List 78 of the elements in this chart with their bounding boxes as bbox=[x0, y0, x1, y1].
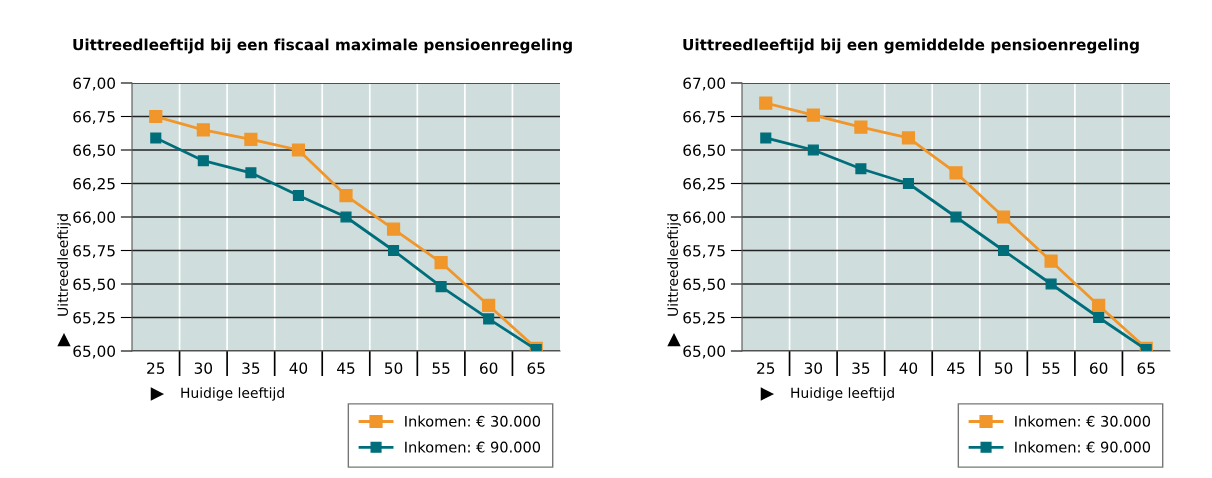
point bbox=[339, 188, 353, 203]
point bbox=[1045, 278, 1057, 290]
point bbox=[1092, 298, 1106, 313]
y-tick-label: 65,25 bbox=[73, 311, 115, 326]
x-tick-label: 40 bbox=[289, 362, 308, 374]
y-axis-title: Uittreedleeftijd bbox=[667, 214, 681, 316]
point bbox=[483, 313, 495, 325]
point bbox=[902, 177, 915, 190]
point bbox=[854, 120, 868, 134]
point bbox=[950, 211, 962, 223]
chart-title: Uittreedleeftijd bij een fiscaal maximale pensioenregeling bbox=[73, 38, 572, 54]
y-axis-title: Uittreedleeftijd bbox=[57, 214, 71, 316]
point bbox=[807, 144, 819, 156]
point bbox=[291, 143, 306, 157]
point bbox=[1044, 254, 1058, 268]
y-tick-label: 66,75 bbox=[73, 110, 115, 125]
x-tick-label: 25 bbox=[757, 362, 775, 374]
x-tick-label: 30 bbox=[194, 362, 213, 374]
x-tick-label: 50 bbox=[995, 362, 1013, 374]
y-tick-label: 67,00 bbox=[683, 77, 726, 91]
point bbox=[855, 163, 867, 175]
y-tick-label: 66,50 bbox=[683, 144, 726, 158]
y-tick-label: 66,25 bbox=[683, 177, 725, 192]
point bbox=[806, 108, 820, 122]
x-tick-label: 60 bbox=[1090, 362, 1108, 374]
chart-title: Uittreedleeftijd bij een gemiddelde pensioenregeling bbox=[683, 38, 1139, 54]
point bbox=[387, 244, 400, 257]
x-tick-label: 40 bbox=[899, 362, 918, 374]
x-tick-label: 45 bbox=[947, 362, 965, 374]
x-tick-label: 65 bbox=[1137, 362, 1155, 374]
point bbox=[434, 255, 448, 270]
y-tick-label: 66,00 bbox=[683, 211, 726, 225]
x-axis-title: Huidige leeftijd bbox=[181, 387, 284, 401]
x-axis-title: Huidige leeftijd bbox=[791, 387, 894, 401]
point bbox=[996, 210, 1011, 224]
x-tick-label: 25 bbox=[147, 362, 165, 374]
y-tick-label: 65,00 bbox=[683, 345, 726, 359]
y-tick-label: 65,75 bbox=[683, 244, 725, 259]
legend-label: Inkomen: € 90.000 bbox=[1015, 441, 1151, 453]
x-tick-label: 55 bbox=[1042, 362, 1060, 374]
point bbox=[482, 298, 496, 313]
y-tick-label: 66,25 bbox=[73, 177, 115, 192]
point bbox=[340, 211, 352, 223]
point bbox=[386, 222, 401, 236]
x-tick-label: 55 bbox=[432, 362, 450, 374]
x-tick-label: 65 bbox=[527, 362, 545, 374]
point bbox=[245, 167, 257, 179]
x-tick-label: 60 bbox=[480, 362, 498, 374]
point bbox=[760, 132, 772, 144]
y-tick-label: 67,00 bbox=[73, 77, 116, 91]
y-tick-label: 66,00 bbox=[73, 211, 116, 225]
y-tick-label: 66,50 bbox=[73, 144, 116, 158]
y-tick-label: 65,00 bbox=[73, 345, 116, 359]
x-tick-label: 35 bbox=[242, 362, 260, 374]
x-tick-label: 35 bbox=[852, 362, 870, 374]
point bbox=[244, 132, 258, 146]
legend-label: Inkomen: € 30.000 bbox=[1015, 415, 1151, 427]
point bbox=[149, 109, 163, 124]
y-tick-label: 65,75 bbox=[73, 244, 115, 259]
point bbox=[759, 96, 773, 110]
point bbox=[292, 190, 305, 202]
y-tick-label: 65,50 bbox=[683, 278, 726, 292]
point bbox=[150, 132, 162, 144]
y-tick-label: 65,25 bbox=[683, 311, 725, 326]
point bbox=[197, 155, 209, 167]
y-tick-label: 66,75 bbox=[683, 110, 725, 125]
x-tick-label: 30 bbox=[804, 362, 823, 374]
point bbox=[949, 166, 963, 180]
y-tick-label: 65,50 bbox=[73, 278, 116, 292]
x-tick-label: 50 bbox=[385, 362, 403, 374]
point bbox=[435, 281, 447, 293]
legend-label: Inkomen: € 30.000 bbox=[405, 415, 541, 427]
point bbox=[997, 244, 1010, 257]
legend-label: Inkomen: € 90.000 bbox=[405, 441, 541, 453]
point bbox=[196, 123, 210, 137]
x-tick-label: 45 bbox=[337, 362, 355, 374]
point bbox=[1093, 311, 1105, 324]
point bbox=[901, 131, 916, 145]
